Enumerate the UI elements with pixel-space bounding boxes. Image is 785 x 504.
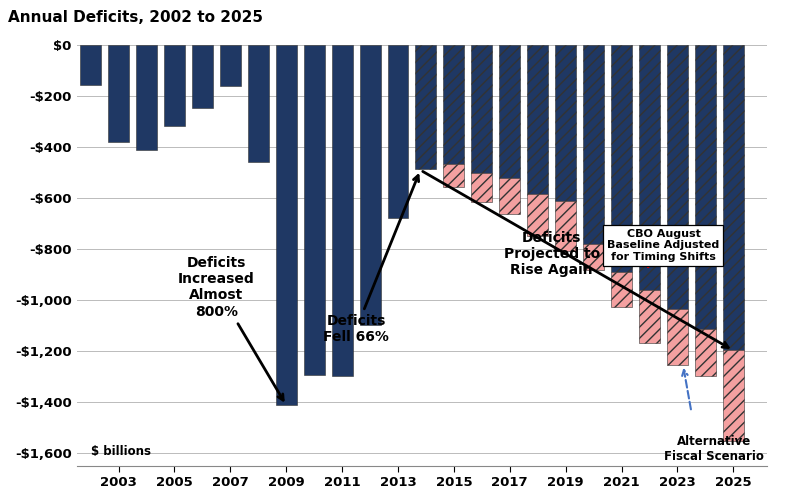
Bar (444, 45, 465, 164)
Bar (192, 45, 213, 108)
Bar (415, 45, 436, 169)
Bar (528, 194, 548, 236)
Bar (164, 45, 185, 126)
Text: Annual Deficits, 2002 to 2025: Annual Deficits, 2002 to 2025 (8, 10, 263, 25)
Text: CBO August
Baseline Adjusted
for Timing Shifts: CBO August Baseline Adjusted for Timing … (608, 229, 720, 262)
Text: $ billions: $ billions (90, 445, 151, 458)
Bar (667, 45, 688, 309)
Bar (555, 45, 576, 201)
Bar (639, 290, 660, 343)
Bar (611, 45, 632, 272)
Bar (611, 272, 632, 307)
Bar (723, 45, 744, 350)
Bar (667, 309, 688, 365)
Bar (388, 45, 408, 218)
Bar (360, 45, 381, 326)
Bar (723, 350, 744, 441)
Text: Deficits
Increased
Almost
800%: Deficits Increased Almost 800% (178, 256, 283, 400)
Bar (639, 45, 660, 290)
Bar (555, 201, 576, 251)
Bar (80, 45, 101, 86)
Bar (499, 45, 520, 178)
Text: Alternative
Fiscal Scenario: Alternative Fiscal Scenario (664, 435, 764, 463)
Bar (695, 329, 716, 375)
Bar (444, 164, 465, 187)
Bar (695, 45, 716, 329)
Bar (471, 172, 492, 202)
Bar (108, 45, 129, 142)
Bar (583, 45, 604, 243)
Text: Deficits
Fell 66%: Deficits Fell 66% (323, 175, 418, 344)
Bar (499, 178, 520, 214)
Bar (136, 45, 157, 150)
Text: Deficits
Projected to
Rise Again: Deficits Projected to Rise Again (503, 231, 600, 277)
Bar (331, 45, 352, 376)
Bar (248, 45, 268, 162)
Bar (304, 45, 325, 375)
Bar (276, 45, 297, 405)
Bar (583, 243, 604, 271)
Bar (220, 45, 241, 86)
Bar (471, 45, 492, 172)
Bar (528, 45, 548, 194)
